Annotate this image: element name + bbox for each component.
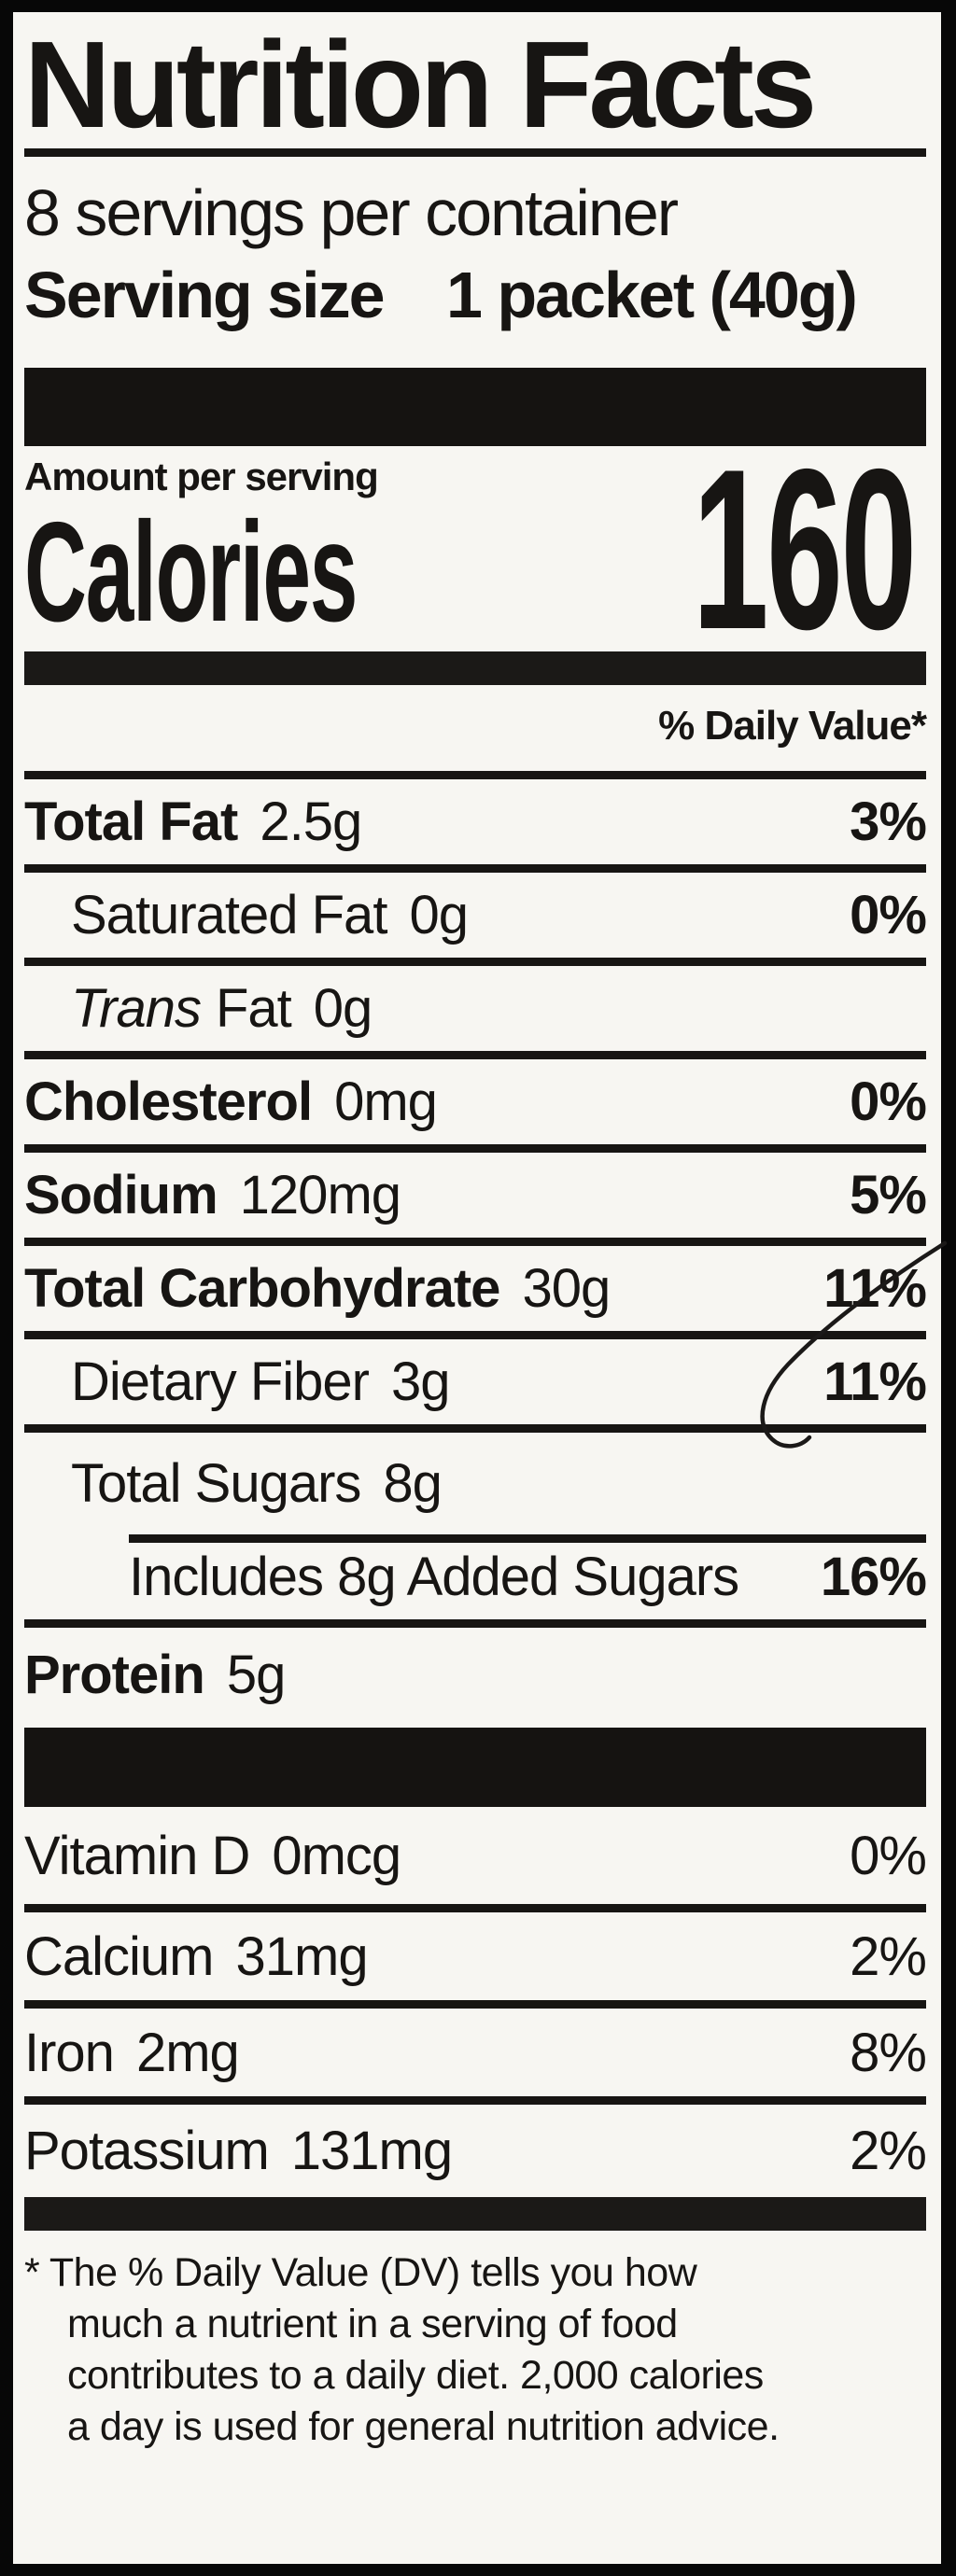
footnote-line: much a nutrient in a serving of food <box>67 2302 678 2346</box>
nutrient-name: Fat <box>215 978 292 1039</box>
nutrient-dv: 3% <box>850 791 927 852</box>
nutrient-row-saturated-fat: Saturated Fat 0g 0% <box>24 873 927 966</box>
nutrient-name: Saturated Fat <box>71 885 387 945</box>
vitamin-name: Potassium <box>24 2121 270 2181</box>
divider <box>24 771 926 779</box>
nutrient-amount: 3g <box>390 1351 451 1412</box>
calories-value: 160 <box>692 421 917 677</box>
nutrient-name: Total Carbohydrate <box>24 1258 500 1319</box>
nutrient-amount: 2.5g <box>260 791 362 852</box>
nutrient-name: Total Fat <box>24 791 238 852</box>
calories-section: Amount per serving Calories 160 <box>24 421 926 677</box>
nutrient-amount: 30g <box>522 1258 611 1319</box>
nutrient-dv: 0% <box>850 885 927 945</box>
vitamin-amount: 31mg <box>235 1925 369 1987</box>
nutrition-facts-label: Nutrition Facts 8 servings per container… <box>13 12 941 2564</box>
section-bar-medium <box>24 2197 926 2231</box>
vitamin-row-calcium: Calcium 31mg 2% <box>24 1912 927 2009</box>
nutrient-name: Cholesterol <box>24 1071 313 1132</box>
nutrient-name: Protein <box>24 1644 205 1705</box>
vitamin-dv: 0% <box>850 1825 927 1886</box>
nutrient-amount: 0g <box>409 885 469 945</box>
vitamin-row-iron: Iron 2mg 8% <box>24 2009 927 2105</box>
nutrient-row-total-sugars: Total Sugars 8g <box>24 1433 926 1534</box>
vitamin-dv: 2% <box>850 2121 927 2181</box>
nutrient-name: Total Sugars <box>71 1453 361 1514</box>
footnote-line: * The % Daily Value (DV) tells you how <box>24 2250 697 2295</box>
nutrient-amount: 8g <box>383 1453 443 1514</box>
nutrient-dv: 0% <box>850 1071 927 1132</box>
nutrient-amount: 5g <box>226 1644 287 1705</box>
vitamin-dv: 2% <box>850 1925 927 1987</box>
nutrient-row-protein: Protein 5g <box>24 1628 926 1721</box>
nutrient-row-dietary-fiber: Dietary Fiber 3g 11% <box>24 1339 927 1433</box>
nutrient-amount: 0mg <box>334 1071 438 1132</box>
daily-value-header: % Daily Value* <box>658 703 927 749</box>
nutrient-dv: 11% <box>823 1258 927 1319</box>
vitamin-row-potassium: Potassium 131mg 2% <box>24 2105 927 2197</box>
nutrient-name: Dietary Fiber <box>71 1351 370 1412</box>
vitamin-amount: 2mg <box>135 2022 240 2083</box>
daily-value-footnote: * The % Daily Value (DV) tells you how m… <box>24 2247 926 2453</box>
serving-size-value: 1 packet (40g) <box>445 259 858 331</box>
serving-size-row: Serving size 1 packet (40g) <box>24 254 926 336</box>
nutrient-row-added-sugars: Includes 8g Added Sugars 16% <box>24 1534 927 1628</box>
calories-label: Calories <box>24 493 358 651</box>
footnote-line: contributes to a daily diet. 2,000 calor… <box>67 2353 764 2398</box>
section-bar-medium <box>24 651 926 685</box>
nutrient-row-total-fat: Total Fat 2.5g 3% <box>24 779 927 873</box>
footnote-line: a day is used for general nutrition advi… <box>67 2404 780 2449</box>
servings-per-container: 8 servings per container <box>24 176 679 249</box>
vitamin-name: Iron <box>24 2022 115 2083</box>
vitamin-dv: 8% <box>850 2022 927 2083</box>
nutrient-name: Includes 8g Added Sugars <box>129 1547 739 1607</box>
nutrient-dv: 5% <box>850 1165 927 1225</box>
nutrient-row-trans-fat: Trans Fat 0g <box>24 966 926 1059</box>
serving-size-label: Serving size <box>24 259 386 331</box>
vitamin-amount: 0mcg <box>272 1825 401 1886</box>
vitamin-amount: 131mg <box>290 2121 453 2181</box>
vitamin-row-vitamin-d: Vitamin D 0mcg 0% <box>24 1807 927 1912</box>
section-bar-thick <box>24 1728 926 1807</box>
nutrient-name: Sodium <box>24 1165 218 1225</box>
vitamin-name: Calcium <box>24 1925 214 1987</box>
nutrient-name-italic: Trans <box>71 978 202 1039</box>
section-bar-thick <box>24 368 926 446</box>
amount-per-serving-label: Amount per serving <box>24 455 379 498</box>
divider-under-title <box>24 148 926 157</box>
nutrient-row-total-carbohydrate: Total Carbohydrate 30g 11% <box>24 1246 927 1339</box>
nutrient-row-sodium: Sodium 120mg 5% <box>24 1153 927 1246</box>
nutrient-dv: 11% <box>823 1351 927 1412</box>
nutrient-dv: 16% <box>820 1547 927 1607</box>
nutrient-row-cholesterol: Cholesterol 0mg 0% <box>24 1059 927 1153</box>
nutrient-amount: 0g <box>313 978 373 1039</box>
nutrient-amount: 120mg <box>239 1165 401 1225</box>
label-title: Nutrition Facts <box>24 16 817 153</box>
vitamin-name: Vitamin D <box>24 1825 250 1886</box>
